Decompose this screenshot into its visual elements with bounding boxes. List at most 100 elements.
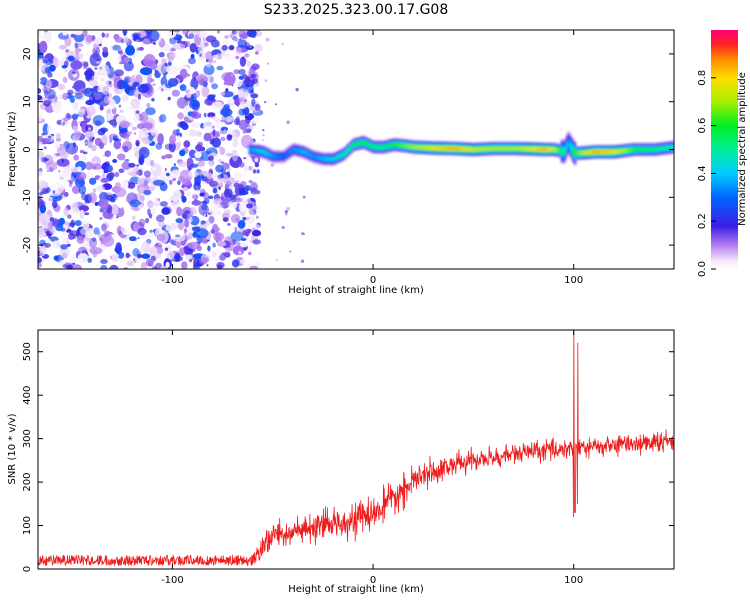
ridge-cell bbox=[548, 148, 551, 151]
noise-blob bbox=[52, 200, 58, 209]
noise-blob bbox=[116, 56, 122, 61]
ridge-cell bbox=[272, 155, 275, 159]
noise-blob bbox=[73, 30, 84, 36]
ridge-cell bbox=[626, 148, 629, 152]
noise-blob bbox=[101, 244, 106, 252]
noise-blob bbox=[210, 255, 216, 261]
noise-blob bbox=[195, 90, 201, 98]
noise-blob bbox=[166, 172, 170, 177]
ridge-cell bbox=[255, 149, 258, 153]
noise-blob bbox=[186, 191, 191, 197]
noise-blob bbox=[199, 53, 202, 57]
noise-blob bbox=[152, 266, 157, 269]
ridge-cell bbox=[376, 145, 378, 149]
noise-blob bbox=[103, 95, 112, 104]
noise-blob bbox=[229, 99, 235, 104]
ridge-cell bbox=[294, 148, 297, 152]
noise-blob bbox=[79, 209, 85, 220]
noise-blob bbox=[217, 30, 220, 34]
noise-blob bbox=[204, 107, 207, 111]
ridge-cell bbox=[591, 150, 594, 154]
noise-blob bbox=[89, 247, 103, 255]
ridge-cell bbox=[317, 156, 320, 160]
noise-blob bbox=[176, 141, 182, 149]
noise-blob bbox=[220, 136, 226, 142]
ridge-cell bbox=[349, 146, 352, 150]
ridge-cell bbox=[271, 154, 274, 158]
noise-blob bbox=[205, 219, 211, 227]
noise-blob bbox=[220, 91, 226, 96]
noise-blob bbox=[137, 228, 147, 236]
noise-blob bbox=[225, 116, 234, 123]
ridge-cell bbox=[415, 145, 417, 149]
noise-blob bbox=[195, 185, 199, 189]
ridge-cell bbox=[630, 148, 633, 152]
noise-blob bbox=[153, 42, 156, 45]
noise-blob bbox=[38, 110, 44, 122]
noise-blob bbox=[264, 101, 267, 104]
ridge-cell bbox=[542, 147, 545, 151]
noise-blob bbox=[167, 250, 175, 260]
noise-blob bbox=[164, 247, 169, 251]
ridge-cell bbox=[361, 141, 363, 145]
ridge-cell bbox=[276, 155, 279, 159]
noise-blob bbox=[38, 257, 42, 264]
ridge-cell bbox=[360, 141, 362, 145]
noise-blob bbox=[204, 42, 209, 47]
noise-blob bbox=[42, 100, 52, 107]
noise-blob bbox=[109, 264, 119, 269]
noise-blob bbox=[160, 76, 168, 87]
noise-blob bbox=[216, 65, 224, 71]
ridge-cell bbox=[554, 148, 557, 152]
noise-blob bbox=[209, 160, 214, 168]
noise-blob bbox=[161, 207, 171, 215]
ridge-cell bbox=[268, 153, 271, 157]
noise-blob bbox=[207, 155, 214, 161]
ridge-cell bbox=[304, 151, 307, 155]
ridge-cell bbox=[494, 147, 497, 151]
ridge-cell bbox=[564, 146, 567, 153]
ridge-cell bbox=[512, 147, 515, 151]
ridge-cell bbox=[651, 148, 654, 151]
y-tick-label: 500 bbox=[22, 342, 33, 361]
ridge-cell bbox=[604, 150, 607, 154]
noise-blob bbox=[194, 151, 202, 158]
noise-blob bbox=[265, 37, 270, 42]
noise-blob bbox=[150, 78, 155, 82]
ridge-cell bbox=[365, 141, 367, 145]
noise-blob bbox=[59, 259, 66, 266]
ridge-cell bbox=[521, 147, 524, 151]
noise-blob bbox=[72, 125, 79, 131]
noise-blob bbox=[207, 94, 215, 101]
ridge-cell bbox=[347, 148, 350, 151]
noise-blob bbox=[190, 30, 196, 34]
ridge-cell bbox=[561, 148, 564, 155]
ridge-cell bbox=[513, 147, 516, 151]
noise-blob bbox=[89, 177, 97, 185]
ridge-cell bbox=[421, 145, 423, 149]
ridge-cell bbox=[441, 146, 443, 150]
ridge-cell bbox=[495, 147, 498, 151]
noise-blob bbox=[183, 140, 191, 148]
ridge-cell bbox=[404, 144, 406, 148]
noise-blob bbox=[199, 158, 206, 162]
ridge-cell bbox=[557, 148, 560, 152]
noise-blob bbox=[183, 218, 190, 228]
noise-blob bbox=[39, 40, 48, 54]
ridge-cell bbox=[355, 142, 357, 146]
ridge-cell bbox=[320, 157, 323, 161]
ridge-cell bbox=[455, 147, 457, 151]
ridge-cell bbox=[336, 155, 339, 159]
noise-blob bbox=[86, 114, 92, 119]
noise-blob bbox=[118, 104, 122, 108]
noise-blob bbox=[141, 96, 145, 100]
noise-blob bbox=[124, 159, 130, 162]
ridge-cell bbox=[402, 144, 404, 148]
noise-blob bbox=[191, 122, 201, 129]
ridge-cell bbox=[462, 147, 464, 151]
noise-blob bbox=[161, 58, 167, 65]
noise-blob bbox=[215, 164, 224, 173]
ridge-cell bbox=[535, 147, 538, 151]
ridge-cell bbox=[550, 148, 553, 151]
